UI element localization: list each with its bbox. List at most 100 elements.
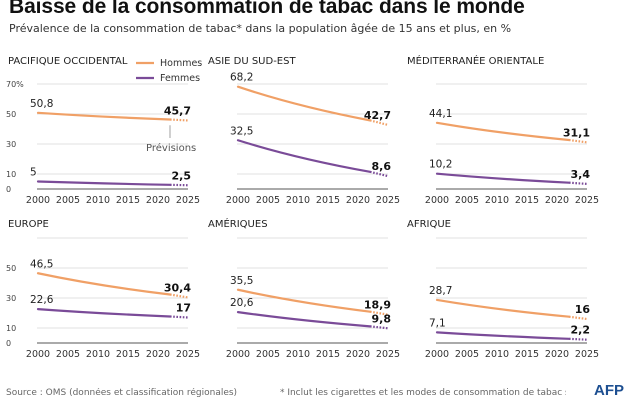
start-value-label: 7,1 — [429, 317, 446, 329]
x-tick-label: 2010 — [286, 195, 310, 206]
series-line-femmes — [435, 172, 571, 184]
x-tick-label: 2000 — [226, 349, 250, 360]
x-tick-label: 2025 — [176, 195, 200, 206]
x-tick-label: 2000 — [425, 195, 449, 206]
forecast-line-hommes — [169, 293, 189, 299]
x-tick-label: 2020 — [545, 349, 569, 360]
x-tick-label: 2020 — [545, 195, 569, 206]
chart-subtitle: Prévalence de la consommation de tabac* … — [9, 22, 512, 35]
x-tick-label: 2000 — [26, 349, 50, 360]
series-line-femmes — [236, 139, 372, 173]
region-title-afrique: AFRIQUE — [407, 219, 451, 230]
afp-logo: AFP — [594, 382, 624, 399]
x-tick-label: 2010 — [286, 349, 310, 360]
y-tick-label: 10 — [6, 324, 16, 333]
forecast-line-hommes — [568, 138, 588, 144]
x-tick-label: 2025 — [376, 195, 400, 206]
end-value-label: 3,4 — [571, 168, 591, 181]
start-value-label: 10,2 — [429, 159, 452, 171]
series-line-hommes — [36, 272, 172, 296]
source-note: Source : OMS (données et classification … — [6, 388, 238, 398]
region-title-asie-du-sud-est: ASIE DU SUD-EST — [208, 56, 296, 67]
forecast-line-femmes — [568, 181, 588, 185]
end-value-label: 16 — [575, 303, 591, 316]
y-tick-label: 10 — [6, 170, 16, 179]
end-value-label: 18,9 — [364, 299, 391, 312]
x-tick-label: 2010 — [86, 195, 110, 206]
x-tick-label: 2015 — [116, 195, 140, 206]
footer: Source : OMS (données et classification … — [6, 388, 566, 398]
end-value-label: 42,7 — [364, 109, 391, 122]
end-value-label: 9,8 — [372, 312, 392, 325]
x-tick-label: 2025 — [575, 349, 599, 360]
series-line-hommes — [236, 85, 372, 122]
series-line-hommes — [435, 121, 571, 142]
start-value-label: 44,1 — [429, 108, 452, 120]
start-value-label: 46,5 — [30, 258, 53, 270]
x-tick-label: 2010 — [485, 349, 509, 360]
x-tick-label: 2010 — [485, 195, 509, 206]
y-tick-label: 30 — [6, 140, 16, 149]
x-tick-label: 2005 — [56, 349, 80, 360]
x-tick-label: 2015 — [116, 349, 140, 360]
x-tick-label: 2025 — [575, 195, 599, 206]
start-value-label: 50,8 — [30, 98, 53, 110]
start-value-label: 68,2 — [230, 72, 253, 84]
end-value-label: 30,4 — [164, 281, 191, 294]
start-value-label: 20,6 — [230, 297, 254, 309]
x-tick-label: 2010 — [86, 349, 110, 360]
x-tick-label: 2000 — [26, 195, 50, 206]
end-value-label: 31,1 — [563, 126, 590, 139]
x-tick-label: 2015 — [515, 195, 539, 206]
x-tick-label: 2005 — [455, 349, 479, 360]
series-line-femmes — [236, 311, 372, 328]
x-tick-label: 2005 — [256, 195, 280, 206]
x-tick-label: 2020 — [146, 195, 170, 206]
region-title-europe: EUROPE — [8, 219, 49, 230]
x-tick-label: 2005 — [256, 349, 280, 360]
x-tick-label: 2020 — [346, 349, 370, 360]
end-value-label: 45,7 — [164, 104, 191, 117]
x-tick-label: 2005 — [455, 195, 479, 206]
start-value-label: 22,6 — [30, 294, 54, 306]
footnote: * Inclut les cigarettes et les modes de … — [279, 388, 566, 398]
start-value-label: 5 — [30, 167, 37, 179]
end-value-label: 2,2 — [571, 324, 591, 337]
region-title-amériques: AMÉRIQUES — [208, 217, 268, 230]
y-tick-label: 50 — [6, 264, 16, 273]
end-value-label: 17 — [176, 302, 191, 315]
start-value-label: 35,5 — [230, 275, 253, 287]
x-tick-label: 2025 — [376, 349, 400, 360]
forecast-line-femmes — [169, 315, 189, 319]
region-title-méditerranée-orientale: MÉDITERRANÉE ORIENTALE — [407, 54, 544, 67]
x-tick-label: 2000 — [425, 349, 449, 360]
chart-title: Baisse de la consommation de tabac dans … — [9, 0, 525, 18]
x-tick-label: 2020 — [146, 349, 170, 360]
start-value-label: 32,5 — [230, 125, 253, 137]
y-tick-label: 0 — [6, 185, 11, 194]
series-line-femmes — [36, 308, 172, 318]
legend-label-femmes: Femmes — [160, 73, 200, 84]
series-line-hommes — [36, 111, 172, 121]
legend-label-hommes: Hommes — [160, 58, 202, 69]
end-value-label: 2,5 — [172, 169, 192, 182]
x-tick-label: 2025 — [176, 349, 200, 360]
series-line-hommes — [236, 288, 372, 313]
forecast-line-femmes — [568, 337, 588, 341]
y-tick-label: 50 — [6, 110, 16, 119]
y-tick-label: 30 — [6, 294, 16, 303]
y-tick-label: 0 — [6, 339, 11, 348]
end-value-label: 8,6 — [372, 160, 392, 173]
series-line-femmes — [36, 180, 172, 186]
x-tick-label: 2005 — [56, 195, 80, 206]
x-tick-label: 2015 — [316, 195, 340, 206]
x-tick-label: 2000 — [226, 195, 250, 206]
x-tick-label: 2015 — [515, 349, 539, 360]
x-tick-label: 2020 — [346, 195, 370, 206]
series-line-hommes — [435, 298, 571, 318]
y-tick-label: 70% — [6, 80, 24, 89]
forecast-line-hommes — [568, 315, 588, 321]
forecast-line-hommes — [169, 118, 189, 122]
series-line-femmes — [435, 331, 571, 340]
